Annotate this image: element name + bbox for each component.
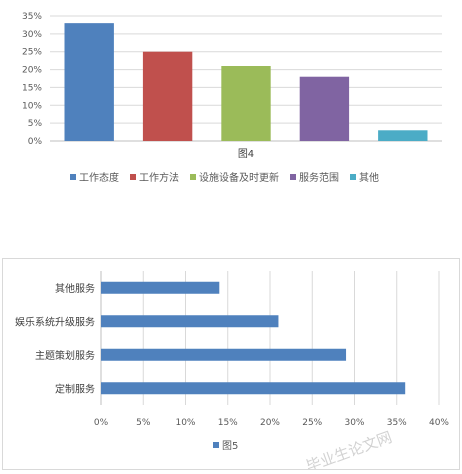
legend-swatch bbox=[190, 174, 196, 180]
legend-label: 图5 bbox=[222, 440, 238, 452]
x-tick-label: 10% bbox=[175, 418, 195, 428]
x-tick-label: 35% bbox=[387, 418, 407, 428]
legend-label: 工作态度 bbox=[79, 171, 119, 184]
legend-swatch bbox=[290, 174, 296, 180]
bar bbox=[221, 66, 271, 141]
chart-5: 0% 5% 10% 15% 20% 25% 30% 35% 40% 其他服务娱乐系统升级服务主题策… bbox=[2, 258, 460, 470]
x-tick-label: 0% bbox=[94, 418, 109, 428]
legend-swatch bbox=[130, 174, 136, 180]
legend-label: 其他 bbox=[359, 171, 379, 184]
bar bbox=[101, 382, 406, 395]
x-tick-label: 5% bbox=[136, 418, 151, 428]
bar bbox=[299, 76, 350, 141]
y-tick-label: 0% bbox=[28, 137, 43, 147]
x-tick-label: 40% bbox=[429, 418, 449, 428]
x-tick-label: 20% bbox=[260, 418, 280, 428]
y-tick-label: 25% bbox=[22, 48, 42, 58]
y-tick-label: 20% bbox=[22, 66, 42, 76]
y-tick-label: 15% bbox=[22, 83, 42, 93]
category-label: 定制服务 bbox=[55, 382, 95, 395]
y-tick-label: 10% bbox=[22, 101, 42, 111]
bar bbox=[101, 281, 220, 294]
legend-label: 设施设备及时更新 bbox=[199, 171, 279, 184]
category-label: 其他服务 bbox=[55, 282, 95, 295]
chart-4-svg: 0% 5% 10% 15% 20% 25% 30% 35% 图4 工作态度 工作方法 设施设备及时更新… bbox=[22, 12, 442, 184]
category-label: 娱乐系统升级服务 bbox=[15, 315, 95, 328]
chart-5-svg: 0% 5% 10% 15% 20% 25% 30% 35% 40% 其他服务娱乐系统升级服务主题策… bbox=[15, 271, 449, 469]
legend-swatch bbox=[70, 174, 76, 180]
chart-4: 0% 5% 10% 15% 20% 25% 30% 35% 图4 工作态度 工作方法 设施设备及时更新… bbox=[0, 0, 460, 200]
bar bbox=[378, 130, 428, 141]
bar bbox=[142, 51, 193, 141]
x-tick-label: 25% bbox=[302, 418, 322, 428]
x-tick-label: 15% bbox=[218, 418, 238, 428]
category-label: 主题策划服务 bbox=[35, 349, 95, 362]
chart-title: 图4 bbox=[238, 148, 254, 160]
legend-label: 工作方法 bbox=[139, 171, 179, 184]
bar bbox=[101, 348, 347, 361]
legend-label: 服务范围 bbox=[299, 171, 339, 184]
legend-swatch bbox=[350, 174, 356, 180]
y-tick-label: 35% bbox=[22, 12, 42, 22]
y-tick-label: 5% bbox=[28, 119, 43, 129]
watermark-text: 毕业生论文网 bbox=[304, 428, 395, 469]
bar bbox=[64, 23, 114, 142]
legend-swatch bbox=[213, 442, 219, 448]
x-tick-label: 30% bbox=[344, 418, 364, 428]
bar bbox=[101, 315, 279, 328]
y-tick-label: 30% bbox=[22, 30, 42, 40]
